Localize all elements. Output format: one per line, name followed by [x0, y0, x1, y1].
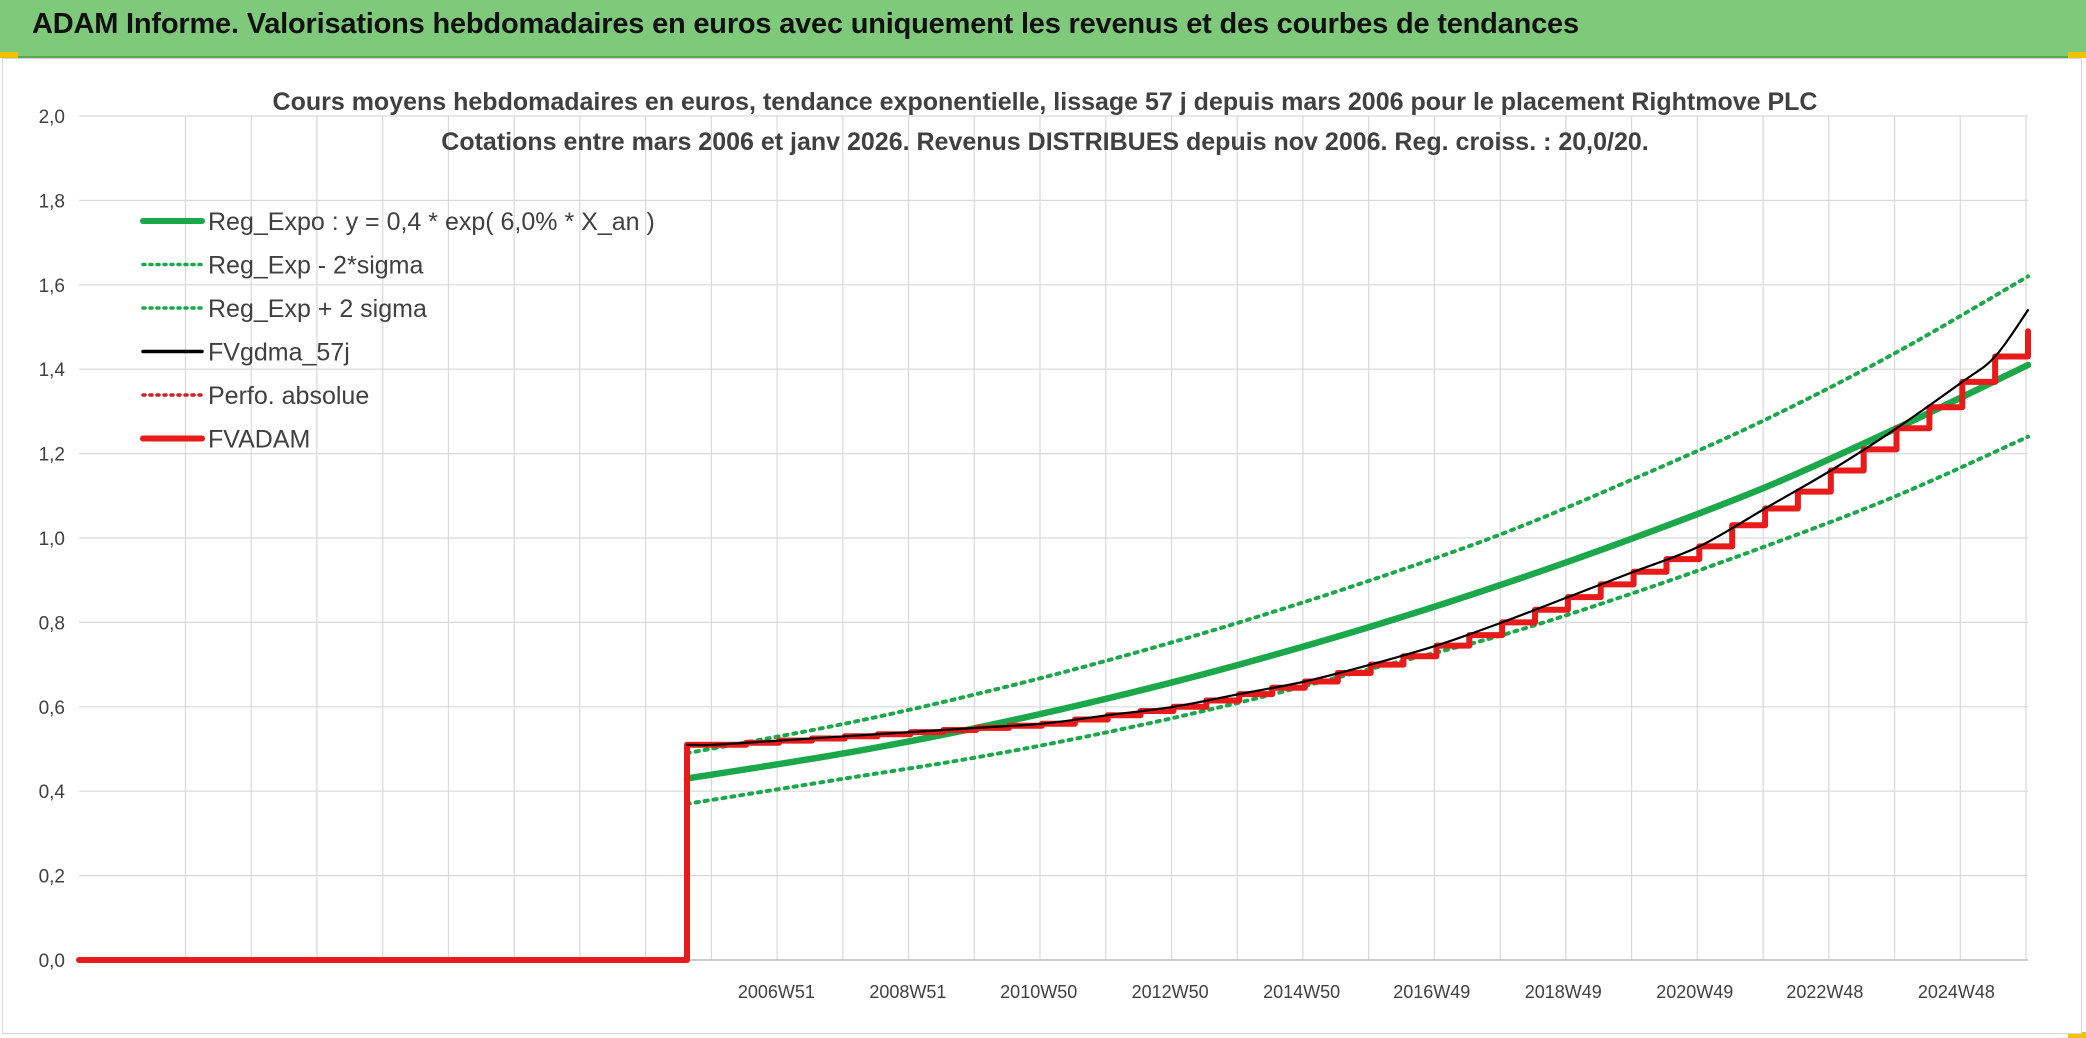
corner-mark-right: [2068, 52, 2086, 58]
x-tick-label: 2012W50: [1132, 982, 1209, 1002]
legend-label: Reg_Exp - 2*sigma: [208, 252, 423, 280]
y-tick-label: 0,2: [39, 867, 65, 888]
legend-label: Reg_Expo : y = 0,4 * exp( 6,0% * X_an ): [208, 208, 655, 236]
axes: 0,0 0,2 0,4 0,6 0,8 1,0 1,2 1,4 1,6 1,8 2,0 2006W51…: [39, 107, 2028, 1002]
x-tick-label: 2020W49: [1656, 982, 1733, 1002]
chart-title-line2: Cotations entre mars 2006 et janv 2026. …: [441, 128, 1648, 156]
x-tick-label: 2010W50: [1000, 982, 1077, 1002]
y-tick-label: 0,8: [39, 613, 65, 634]
y-tick-label: 1,6: [39, 276, 65, 297]
chart-legend: Reg_Expo : y = 0,4 * exp( 6,0% * X_an ) R…: [140, 208, 655, 454]
grid-lines: [79, 115, 2028, 961]
page-title: ADAM Informe. Valorisations hebdomadaire…: [32, 8, 1579, 40]
y-tick-label: 0,4: [39, 782, 66, 803]
x-tick-label: 2006W51: [738, 982, 815, 1002]
y-tick-label: 0,0: [39, 951, 65, 972]
header-banner: ADAM Informe. Valorisations hebdomadaire…: [0, 0, 2086, 58]
legend-label: FVgdma_57j: [208, 339, 350, 367]
chart-title-line1: Cours moyens hebdomadaires en euros, ten…: [273, 88, 1818, 116]
y-tick-label: 2,0: [39, 107, 65, 128]
y-tick-label: 1,0: [39, 529, 65, 550]
series-line-fvgdma: [685, 309, 2030, 747]
series-line-reg-expo: [683, 361, 2032, 782]
x-tick-label: 2008W51: [869, 982, 946, 1002]
corner-mark-left: [0, 52, 18, 58]
legend-label: FVADAM: [208, 426, 310, 454]
series: [76, 274, 2032, 963]
x-tick-label: 2018W49: [1525, 982, 1602, 1002]
series-line-reg-plus: [685, 274, 2030, 756]
x-tick-label: 2016W49: [1393, 982, 1470, 1002]
y-tick-label: 1,2: [39, 445, 65, 466]
corner-mark-bottom-right: [2068, 1032, 2086, 1038]
legend-label: Reg_Exp + 2 sigma: [208, 295, 427, 323]
y-tick-label: 0,6: [39, 698, 65, 719]
series-line-fvadam: [76, 328, 2031, 963]
chart-frame: [2, 58, 2082, 1034]
y-tick-label: 1,8: [39, 191, 65, 212]
y-tick-label: 1,4: [39, 360, 66, 381]
x-tick-label: 2024W48: [1918, 982, 1995, 1002]
x-tick-label: 2014W50: [1263, 982, 1340, 1002]
x-tick-label: 2022W48: [1786, 982, 1863, 1002]
legend-label: Perfo. absolue: [208, 382, 369, 410]
